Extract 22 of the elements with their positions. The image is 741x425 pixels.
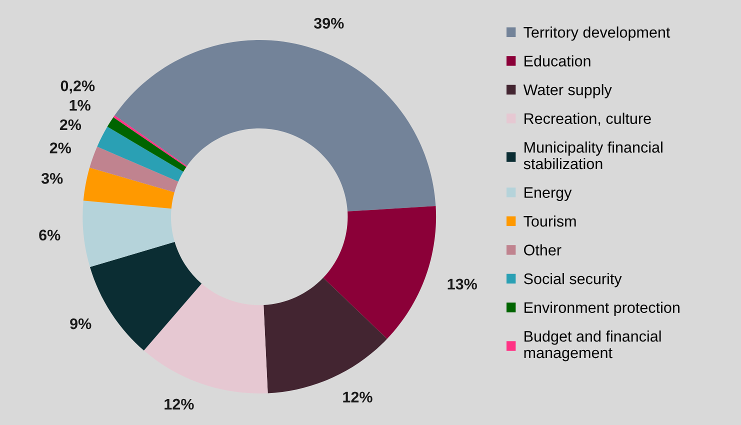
data-label: 1% — [70, 100, 90, 111]
legend-label: Territory development — [524, 26, 670, 41]
data-label: 3% — [41, 173, 63, 184]
legend-label: Other — [524, 244, 562, 256]
data-label: 2% — [60, 119, 82, 130]
legend-label: Budget and financial management — [524, 330, 661, 362]
data-label: 0,2% — [60, 80, 95, 94]
data-label: 9% — [70, 318, 92, 330]
data-label: 39% — [314, 18, 344, 29]
legend-label: Recreation, culture — [524, 112, 651, 126]
data-label: 12% — [343, 392, 372, 402]
legend-label: Education — [524, 55, 590, 66]
data-label: 2% — [50, 142, 72, 154]
legend-label: Social security — [524, 273, 622, 288]
legend-label: Municipality financial stabilization — [524, 142, 662, 170]
legend-label: Tourism — [524, 215, 576, 227]
legend-label: Energy — [524, 187, 572, 201]
data-label: 13% — [448, 278, 478, 290]
data-label: 12% — [164, 398, 194, 410]
legend-label: Environment protection — [524, 302, 680, 316]
legend-label: Water supply — [523, 84, 612, 98]
data-label: 6% — [39, 230, 60, 240]
